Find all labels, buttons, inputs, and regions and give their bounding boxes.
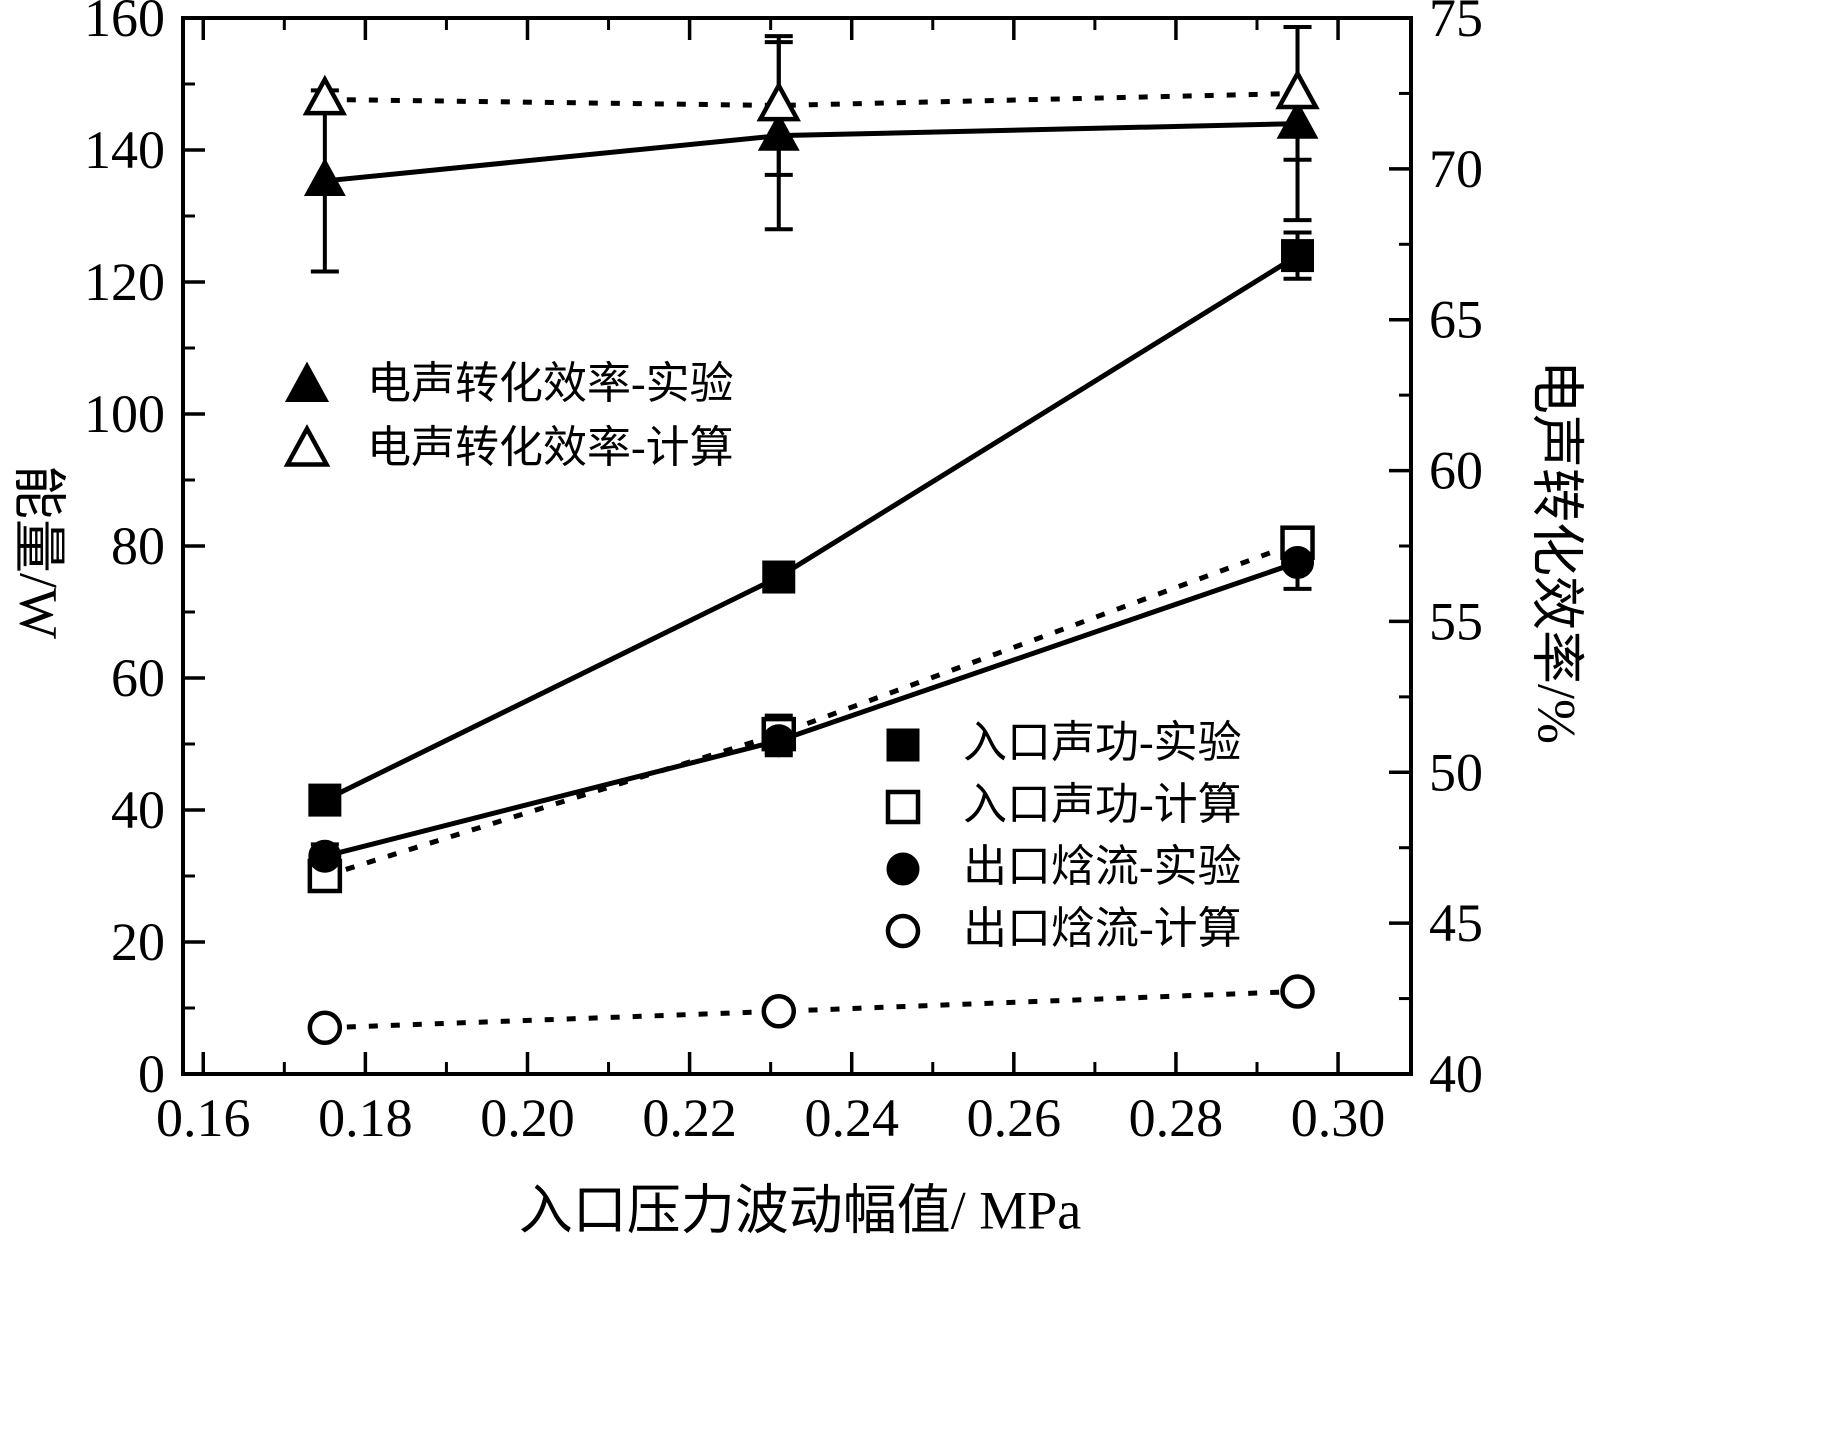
hout-calc-marker xyxy=(307,1010,343,1046)
series-line-eff-calc xyxy=(324,90,1298,108)
y-right-tick-label: 45 xyxy=(1429,893,1483,953)
legend-label: 电声转化效率-实验 xyxy=(367,359,734,408)
legend-label: 电声转化效率-计算 xyxy=(367,423,734,472)
legend-item-pin-calc: 入口声功-计算 xyxy=(879,774,1242,836)
hout-calc-marker xyxy=(761,994,797,1029)
open-circle-icon xyxy=(885,913,921,949)
y-left-tick-label: 160 xyxy=(84,0,165,48)
pin-calc-legend-marker xyxy=(885,789,921,825)
x-tick-label: 0.26 xyxy=(967,1088,1062,1148)
open-square-icon xyxy=(885,789,921,825)
y-left-tick-label: 20 xyxy=(111,912,165,972)
hout-exp-marker xyxy=(1281,546,1315,579)
x-tick-label: 0.24 xyxy=(804,1088,899,1148)
y-right-tick-label: 70 xyxy=(1429,139,1483,199)
x-tick-label: 0.22 xyxy=(642,1088,737,1148)
legend-item-hout-exp: 出口焓流-实验 xyxy=(879,836,1242,898)
legend-label: 入口声功-实验 xyxy=(963,718,1242,767)
pin-exp-marker xyxy=(1281,239,1315,273)
pin-exp-marker xyxy=(308,783,342,817)
hout-calc-legend-marker xyxy=(885,913,921,949)
x-tick-label: 0.28 xyxy=(1129,1088,1224,1148)
eff-exp-marker xyxy=(757,112,800,151)
hout-exp-marker xyxy=(308,839,342,873)
y-right-tick-label: 75 xyxy=(1429,0,1483,48)
series-line-eff-exp xyxy=(324,121,1298,184)
right-axis-title: 电声转化效率/% xyxy=(1526,360,1587,744)
y-right-tick-label: 60 xyxy=(1429,441,1483,501)
legend-energy: 入口声功-实验 入口声功-计算 出口焓流-实验 出口焓流-计算 xyxy=(879,712,1242,960)
y-right-tick-label: 50 xyxy=(1429,742,1483,802)
series-line-pin-calc xyxy=(324,540,1299,879)
pin-exp-marker xyxy=(762,560,796,594)
y-left-tick-label: 140 xyxy=(84,120,165,180)
legend-item-eff-exp: 电声转化效率-实验 xyxy=(283,352,734,416)
y-right-tick-label: 65 xyxy=(1429,290,1483,350)
legend-item-hout-calc: 出口焓流-计算 xyxy=(879,898,1242,960)
x-tick-label: 0.16 xyxy=(156,1088,251,1148)
x-tick-label: 0.30 xyxy=(1291,1088,1386,1148)
eff-exp-marker xyxy=(303,157,346,197)
filled-circle-icon xyxy=(886,852,920,886)
x-tick-label: 0.20 xyxy=(480,1088,575,1148)
y-right-tick-label: 55 xyxy=(1429,591,1483,651)
pin-exp-legend-marker xyxy=(886,728,920,762)
legend-label: 入口声功-计算 xyxy=(963,780,1242,829)
legend-label: 出口焓流-计算 xyxy=(963,904,1242,953)
filled-triangle-icon xyxy=(284,361,330,402)
y-left-tick-label: 60 xyxy=(111,648,165,708)
left-axis-title: 能量/W xyxy=(8,465,69,639)
eff-calc-marker xyxy=(756,80,801,122)
y-left-tick-label: 0 xyxy=(138,1044,165,1104)
y-left-tick-label: 40 xyxy=(111,780,165,840)
legend-label: 出口焓流-实验 xyxy=(963,842,1242,891)
eff-exp-marker xyxy=(1276,100,1319,139)
y-left-tick-label: 120 xyxy=(84,252,165,312)
y-left-tick-label: 100 xyxy=(84,384,165,444)
filled-square-icon xyxy=(886,728,920,762)
series-line-hout-calc xyxy=(324,989,1298,1031)
x-axis-title: 入口压力波动幅值/ MPa xyxy=(518,1180,1082,1241)
open-triangle-icon xyxy=(283,424,331,467)
hout-calc-marker xyxy=(1280,974,1315,1009)
eff-calc-legend-marker xyxy=(283,424,331,467)
y-left-tick-label: 80 xyxy=(111,516,165,576)
legend-item-eff-calc: 电声转化效率-计算 xyxy=(283,416,734,480)
hout-exp-marker xyxy=(762,724,796,758)
eff-calc-marker xyxy=(1275,68,1320,110)
legend-item-pin-exp: 入口声功-实验 xyxy=(879,712,1242,774)
eff-exp-legend-marker xyxy=(284,361,330,402)
y-right-tick-label: 40 xyxy=(1429,1044,1483,1104)
legend-efficiency: 电声转化效率-实验 电声转化效率-计算 xyxy=(283,352,734,480)
eff-calc-marker xyxy=(302,74,348,116)
x-tick-label: 0.18 xyxy=(318,1088,413,1148)
hout-exp-legend-marker xyxy=(886,852,920,886)
